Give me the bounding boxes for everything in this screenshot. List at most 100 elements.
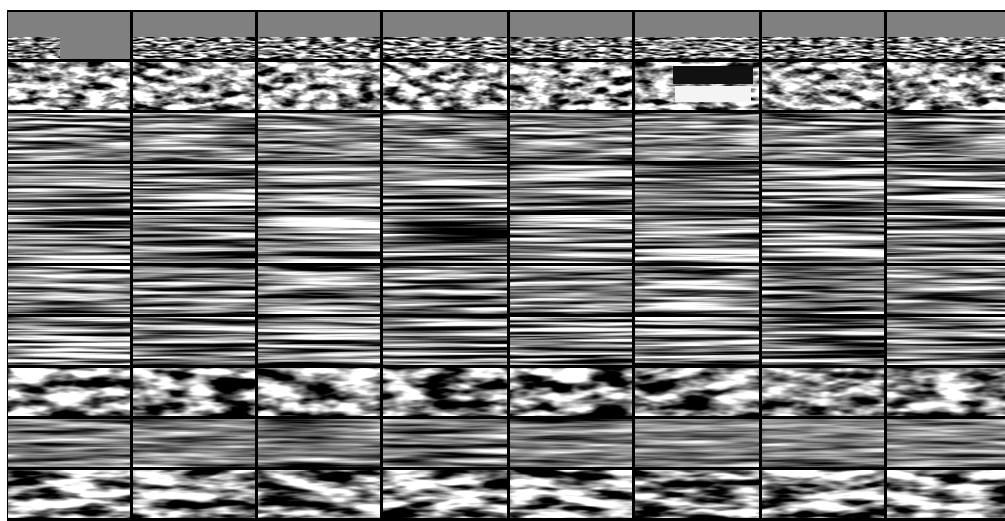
- patch-texture: [383, 113, 507, 161]
- patch: [258, 62, 380, 110]
- patch: [8, 470, 130, 518]
- patch: [383, 470, 507, 518]
- patch-texture: [8, 266, 130, 314]
- patch-texture: [635, 368, 759, 416]
- patch: [762, 470, 884, 518]
- patch-texture: [887, 470, 1005, 518]
- patch-texture: [383, 368, 507, 416]
- patch: [762, 215, 884, 263]
- patch-texture: [510, 368, 632, 416]
- patch-texture: [887, 266, 1005, 314]
- patch-texture: [133, 215, 255, 263]
- patch-texture: [510, 37, 632, 59]
- patch: [887, 419, 1005, 467]
- patch-texture: [8, 62, 130, 110]
- patch-texture: [258, 419, 380, 467]
- patch-texture: [887, 37, 1005, 59]
- patch: [133, 215, 255, 263]
- patch-texture: [133, 37, 255, 59]
- patch: [635, 317, 759, 365]
- patch-texture: [635, 164, 759, 212]
- patch: [762, 113, 884, 161]
- patch-texture: [258, 37, 380, 59]
- patch-texture: [133, 317, 255, 365]
- patch: [383, 368, 507, 416]
- patch-texture: [887, 419, 1005, 467]
- patch-texture: [258, 317, 380, 365]
- patch-texture: [383, 164, 507, 212]
- patch: [383, 62, 507, 110]
- patch: [258, 12, 380, 59]
- patch: [8, 113, 130, 161]
- patch: [635, 113, 759, 161]
- patch: [258, 164, 380, 212]
- patch: [635, 215, 759, 263]
- patch-texture: [762, 215, 884, 263]
- patch-texture: [258, 470, 380, 518]
- patch: [510, 317, 632, 365]
- patch: [510, 62, 632, 110]
- patch-texture: [8, 419, 130, 467]
- patch: [383, 317, 507, 365]
- patch: [635, 419, 759, 467]
- patch: [8, 368, 130, 416]
- patch-texture: [8, 368, 130, 416]
- patch: [383, 12, 507, 59]
- patch-texture: [887, 368, 1005, 416]
- patch: [8, 164, 130, 212]
- patch-texture: [762, 113, 884, 161]
- patch-texture: [8, 113, 130, 161]
- page: (() => { const data = JSON.parse(documen…: [0, 0, 1005, 521]
- patch: [133, 266, 255, 314]
- patch: [258, 215, 380, 263]
- patch-texture: [635, 317, 759, 365]
- patch: [635, 368, 759, 416]
- patch-texture: [258, 113, 380, 161]
- patch: [510, 470, 632, 518]
- patch-texture: [635, 470, 759, 518]
- patch: [887, 470, 1005, 518]
- patch-texture: [635, 113, 759, 161]
- patch: [383, 113, 507, 161]
- patch: [510, 368, 632, 416]
- patch-texture: [762, 62, 884, 110]
- patch-texture: [762, 368, 884, 416]
- patch: [8, 62, 130, 110]
- patch: [762, 368, 884, 416]
- patch: [510, 12, 632, 59]
- patch-texture: [510, 419, 632, 467]
- patch-texture: [8, 215, 130, 263]
- patch: [383, 266, 507, 314]
- patch: [383, 215, 507, 263]
- patch: [762, 266, 884, 314]
- patch: [635, 164, 759, 212]
- patch-texture: [887, 317, 1005, 365]
- patch-texture: [510, 62, 632, 110]
- patch: [133, 164, 255, 212]
- patch: [762, 317, 884, 365]
- patch-texture: [762, 317, 884, 365]
- patch: [258, 113, 380, 161]
- patch-texture: [887, 62, 1005, 110]
- patch: [887, 164, 1005, 212]
- patch-texture: [258, 368, 380, 416]
- patch-texture: [133, 164, 255, 212]
- patch-grid: [0, 0, 1005, 521]
- patch: [510, 164, 632, 212]
- patch: [762, 62, 884, 110]
- patch-texture: [258, 62, 380, 110]
- patch-texture: [887, 215, 1005, 263]
- patch-texture: [8, 317, 130, 365]
- patch: [133, 368, 255, 416]
- patch: [8, 215, 130, 263]
- patch: [8, 317, 130, 365]
- patch-texture: [510, 215, 632, 263]
- patch-texture: [133, 266, 255, 314]
- patch: [887, 317, 1005, 365]
- patch-texture: [510, 470, 632, 518]
- patch: [133, 12, 255, 59]
- patch-texture: [383, 62, 507, 110]
- patch: [762, 419, 884, 467]
- patch-mask: [60, 12, 130, 59]
- patch-texture: [510, 317, 632, 365]
